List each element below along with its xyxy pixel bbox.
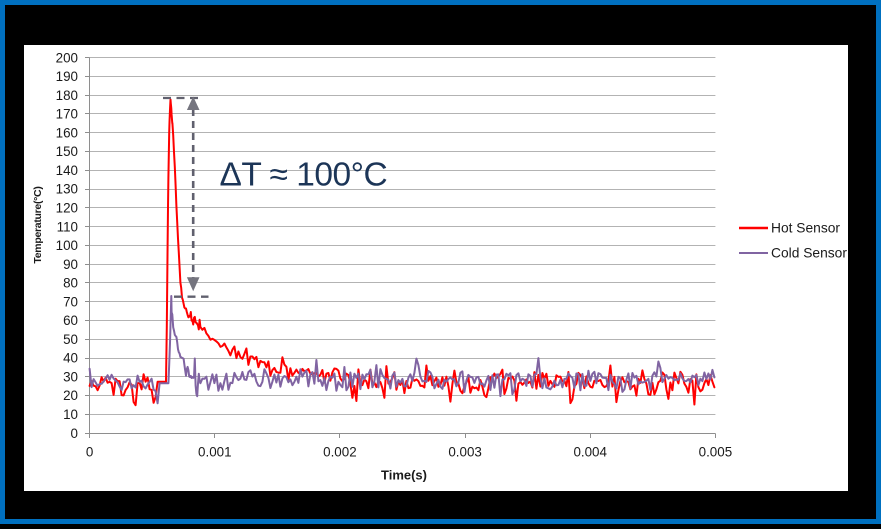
- svg-text:90: 90: [63, 257, 78, 272]
- svg-text:70: 70: [63, 294, 78, 309]
- svg-text:190: 190: [56, 69, 78, 84]
- svg-text:80: 80: [63, 276, 78, 291]
- svg-text:120: 120: [56, 201, 78, 216]
- svg-text:20: 20: [63, 388, 78, 403]
- svg-text:140: 140: [56, 163, 78, 178]
- svg-text:40: 40: [63, 351, 78, 366]
- svg-text:200: 200: [56, 50, 78, 65]
- svg-text:Time(s): Time(s): [381, 467, 427, 482]
- svg-text:130: 130: [56, 182, 78, 197]
- svg-text:60: 60: [63, 313, 78, 328]
- svg-text:160: 160: [56, 125, 78, 140]
- svg-text:0: 0: [71, 426, 78, 441]
- svg-text:50: 50: [63, 332, 78, 347]
- svg-text:Hot Sensor: Hot Sensor: [771, 221, 840, 236]
- svg-text:100: 100: [56, 238, 78, 253]
- svg-text:Temperature(°C): Temperature(°C): [32, 186, 44, 263]
- svg-text:ΔT ≈ 100°C: ΔT ≈ 100°C: [220, 156, 388, 193]
- svg-text:10: 10: [63, 407, 78, 422]
- svg-text:180: 180: [56, 88, 78, 103]
- svg-text:0: 0: [86, 445, 93, 460]
- svg-text:0.002: 0.002: [323, 445, 357, 460]
- svg-text:Cold Sensor: Cold Sensor: [771, 246, 847, 261]
- svg-text:0.004: 0.004: [573, 445, 607, 460]
- svg-text:170: 170: [56, 107, 78, 122]
- svg-text:110: 110: [57, 219, 78, 234]
- svg-text:0.003: 0.003: [448, 445, 482, 460]
- svg-text:0.001: 0.001: [198, 445, 232, 460]
- svg-text:30: 30: [63, 370, 78, 385]
- svg-text:150: 150: [56, 144, 78, 159]
- svg-text:0.005: 0.005: [699, 445, 733, 460]
